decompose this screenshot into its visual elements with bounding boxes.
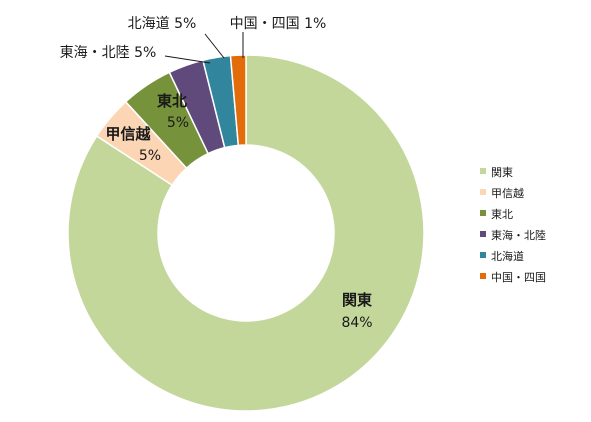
slice-group — [67, 54, 425, 412]
legend-swatch-3 — [480, 231, 486, 237]
legend-swatch-4 — [480, 252, 486, 258]
data-label-pct-0: 84% — [341, 315, 372, 331]
legend-label-5: 中国・四国 — [491, 271, 546, 284]
legend-label-1: 甲信越 — [491, 186, 524, 200]
legend-label-2: 東北 — [491, 208, 513, 221]
legend-label-4: 北海道 — [491, 249, 524, 263]
legend-label-0: 関東 — [491, 166, 513, 179]
slice-0 — [67, 54, 425, 412]
data-label-group: 関東 84% 甲信越 5% 東北 5% 東海・北陸 5% 北海道 5% 中国・四国 1% — [60, 16, 373, 331]
legend-swatch-5 — [480, 273, 486, 279]
leader-line-group — [164, 32, 244, 64]
legend-label-3: 東海・北陸 — [491, 228, 546, 242]
legend-swatch-1 — [480, 189, 486, 195]
legend-swatch-0 — [480, 168, 486, 174]
data-label-name-1: 甲信越 — [105, 125, 151, 143]
data-label-name-0: 関東 — [342, 291, 372, 309]
data-label-pct-1: 5% — [139, 148, 161, 164]
data-label-4: 北海道 5% — [128, 16, 197, 32]
data-label-pct-2: 5% — [167, 115, 189, 131]
leader-line-4 — [204, 33, 225, 59]
data-label-3: 東海・北陸 5% — [60, 45, 157, 61]
data-label-name-2: 東北 — [157, 92, 187, 110]
data-label-5: 中国・四国 1% — [230, 16, 327, 32]
legend-swatch-2 — [480, 210, 486, 216]
slice-5 — [229, 54, 247, 147]
leader-line-3 — [164, 55, 211, 64]
